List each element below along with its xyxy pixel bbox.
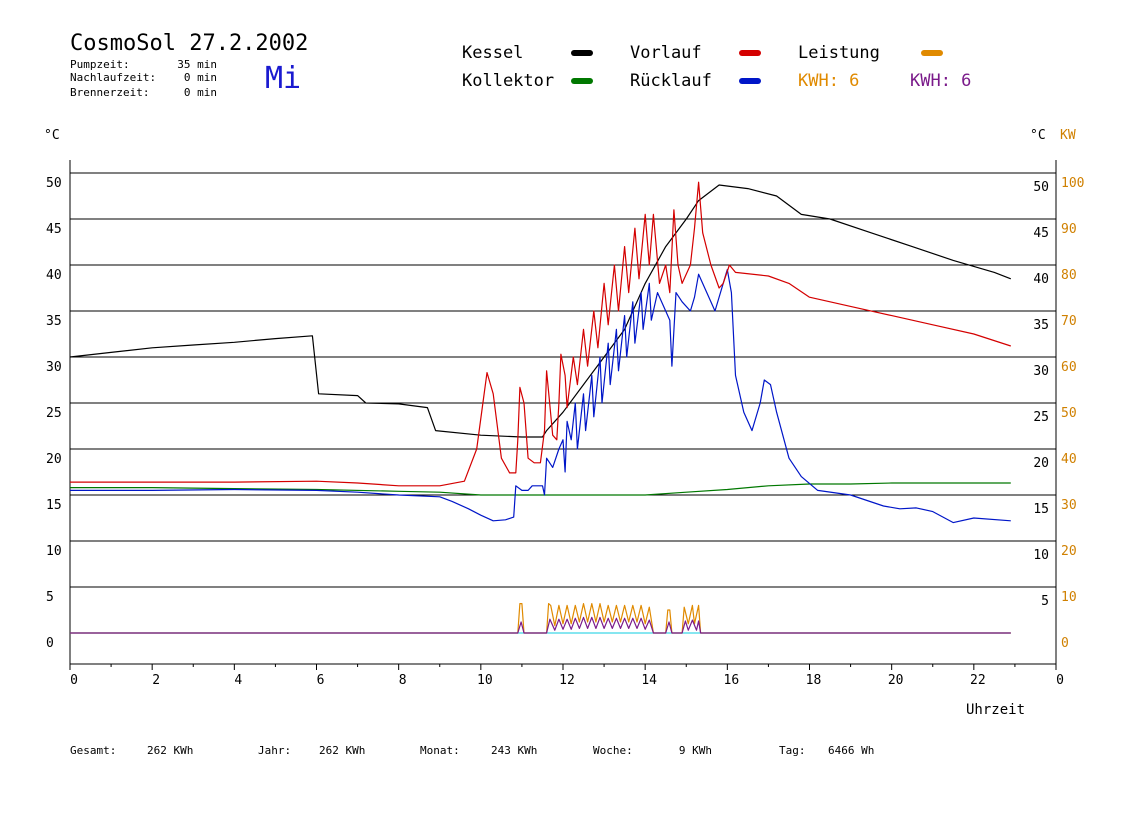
x-tick-label: 12: [559, 673, 575, 688]
x-tick-label: 20: [888, 673, 904, 688]
y-right-c-tick-label: 5: [1041, 594, 1049, 609]
y-left-tick-label: 35: [46, 314, 62, 329]
y-right-kw-tick-label: 90: [1061, 222, 1077, 237]
y-right-kw-tick-label: 30: [1061, 498, 1077, 513]
y-right-kw-tick-label: 100: [1061, 176, 1084, 191]
chart-title: CosmoSol 27.2.2002: [70, 31, 308, 56]
y-right-c-tick-label: 15: [1033, 502, 1049, 517]
y-right-c-tick-label: 30: [1033, 364, 1049, 379]
x-tick-label: 22: [970, 673, 986, 688]
x-axis-title: Uhrzeit: [966, 702, 1025, 718]
legend-kwh-orange: KWH: 6: [798, 71, 859, 91]
legend-label-vorlauf: Vorlauf: [630, 43, 702, 63]
footer-label-jahr: Jahr:: [258, 744, 291, 757]
x-tick-label: 2: [152, 673, 160, 688]
legend-kwh-purple: KWH: 6: [910, 71, 971, 91]
header-stats: Pumpzeit: 35 min Nachlaufzeit: 0 min Bre…: [70, 58, 217, 99]
stat-value-brennerzeit: 0 min: [184, 86, 217, 99]
series-line-leistung: [70, 602, 1011, 634]
footer-value-tag: 6466 Wh: [828, 744, 874, 757]
y-right-c-tick-label: 45: [1033, 226, 1049, 241]
y-right-kw-tick-label: 60: [1061, 360, 1077, 375]
y-left-tick-label: 25: [46, 406, 62, 421]
left-axis-unit: °C: [44, 128, 60, 143]
y-right-kw-tick-label: 0: [1061, 636, 1069, 651]
x-tick-label: 0: [70, 673, 78, 688]
right-axis-unit-c: °C: [1030, 128, 1046, 143]
right-axis-unit-kw: KW: [1060, 128, 1076, 143]
footer-totals: Gesamt: 262 KWh Jahr: 262 KWh Monat: 243…: [70, 744, 874, 757]
y-right-c-tick-label: 50: [1033, 180, 1049, 195]
stat-value-nachlaufzeit: 0 min: [184, 71, 217, 84]
y-right-c-tick-label: 20: [1033, 456, 1049, 471]
y-right-kw-tick-label: 50: [1061, 406, 1077, 421]
series-line-ruecklauf: [70, 269, 1011, 524]
stat-label-pumpzeit: Pumpzeit:: [70, 58, 130, 71]
footer-label-gesamt: Gesamt:: [70, 744, 116, 757]
stat-label-brennerzeit: Brennerzeit:: [70, 86, 149, 99]
legend-label-ruecklauf: Rücklauf: [630, 71, 712, 91]
footer-label-tag: Tag:: [779, 744, 806, 757]
x-tick-label: 0: [1056, 673, 1064, 688]
y-left-tick-label: 50: [46, 176, 62, 191]
y-right-c-tick-label: 35: [1033, 318, 1049, 333]
footer-label-monat: Monat:: [420, 744, 460, 757]
series-line-kollektor: [70, 482, 1011, 496]
y-right-kw-tick-label: 40: [1061, 452, 1077, 467]
y-right-kw-tick-label: 70: [1061, 314, 1077, 329]
y-left-tick-label: 10: [46, 544, 62, 559]
y-left-tick-label: 45: [46, 222, 62, 237]
series-line-kwh_purple: [70, 616, 1011, 634]
y-right-c-tick-label: 10: [1033, 548, 1049, 563]
x-tick-label: 4: [234, 673, 242, 688]
axes: [69, 160, 1057, 670]
y-left-tick-label: 15: [46, 498, 62, 513]
series-line-vorlauf: [70, 181, 1011, 487]
footer-value-jahr: 262 KWh: [319, 744, 365, 757]
y-right-kw-tick-label: 20: [1061, 544, 1077, 559]
y-right-c-tick-label: 40: [1033, 272, 1049, 287]
legend: Kessel Vorlauf Leistung Kollektor Rückla…: [462, 43, 971, 91]
data-series: [69, 181, 1012, 634]
footer-value-woche: 9 KWh: [679, 744, 712, 757]
tick-labels: 0 2 4 6 8 10 12 14 16 18 20 22 005101520253035404550…: [46, 176, 1084, 688]
x-tick-label: 10: [477, 673, 493, 688]
x-tick-label: 8: [399, 673, 407, 688]
y-left-tick-label: 40: [46, 268, 62, 283]
series-line-kessel: [69, 184, 1012, 438]
stat-label-nachlaufzeit: Nachlaufzeit:: [70, 71, 156, 84]
y-left-tick-label: 0: [46, 636, 54, 651]
footer-value-gesamt: 262 KWh: [147, 744, 193, 757]
x-tick-label: 18: [806, 673, 822, 688]
x-tick-label: 14: [641, 673, 657, 688]
y-left-tick-label: 5: [46, 590, 54, 605]
footer-value-monat: 243 KWh: [491, 744, 537, 757]
legend-label-kessel: Kessel: [462, 43, 523, 63]
grid-lines: [70, 172, 1056, 588]
y-right-kw-tick-label: 10: [1061, 590, 1077, 605]
stat-value-pumpzeit: 35 min: [177, 58, 217, 71]
day-label: Mi: [265, 61, 301, 96]
legend-label-leistung: Leistung: [798, 43, 880, 63]
x-tick-label: 6: [317, 673, 325, 688]
legend-label-kollektor: Kollektor: [462, 71, 554, 91]
y-right-c-tick-label: 25: [1033, 410, 1049, 425]
y-left-tick-label: 20: [46, 452, 62, 467]
x-tick-label: 16: [724, 673, 740, 688]
y-left-tick-label: 30: [46, 360, 62, 375]
y-right-kw-tick-label: 80: [1061, 268, 1077, 283]
footer-label-woche: Woche:: [593, 744, 633, 757]
